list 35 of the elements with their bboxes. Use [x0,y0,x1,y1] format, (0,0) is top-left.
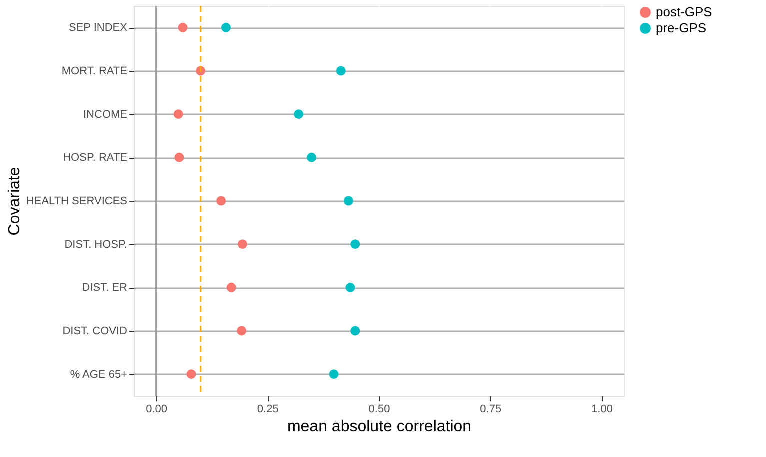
y-tick-label: INCOME [84,108,128,121]
point [174,110,184,120]
y-tick-label: % AGE 65+ [70,368,128,381]
point [174,152,184,162]
y-tick-label: HEALTH SERVICES [26,196,128,208]
point [346,282,356,292]
point [329,370,339,380]
x-tick-label: 1.00 [592,404,613,416]
point [306,152,316,162]
x-tick-label: 0.25 [257,404,279,416]
x-axis-title: mean absolute correlation [287,418,472,436]
point [226,282,236,292]
y-tick-label: HOSP. RATE [63,152,128,164]
point [350,240,360,250]
point [216,196,226,206]
x-tick-label: 0.50 [368,404,390,416]
point [294,110,304,120]
y-tick-label: DIST. COVID [62,326,128,338]
y-axis-title: Covariate [6,167,24,236]
point [221,22,231,32]
point [178,22,188,32]
y-tick-label: DIST. HOSP. [64,238,128,251]
y-tick-label: DIST. ER [82,282,128,294]
legend-label: post-GPS [656,4,713,20]
y-tick-label: MORT. RATE [62,66,128,78]
x-tick-label: 0.00 [146,404,168,416]
point [344,196,354,206]
x-tick-label: 0.75 [480,404,502,416]
point [186,370,196,380]
y-tick-label: SEP INDEX [69,22,128,34]
legend-label: pre-GPS [656,20,707,36]
point [237,326,247,336]
point [336,66,346,76]
point [350,326,360,336]
point [238,240,248,250]
